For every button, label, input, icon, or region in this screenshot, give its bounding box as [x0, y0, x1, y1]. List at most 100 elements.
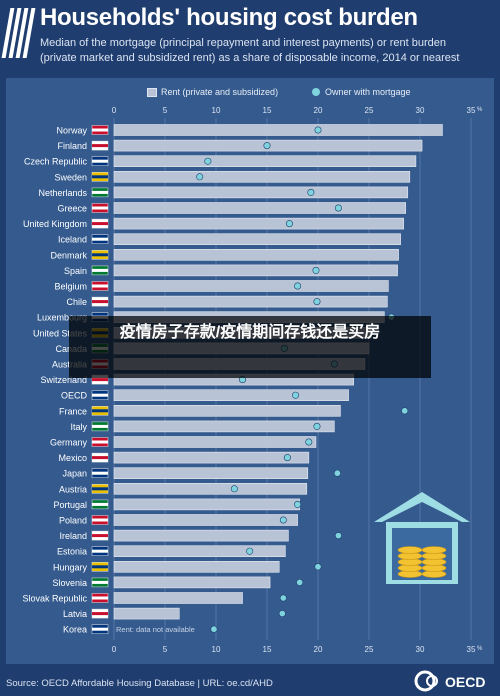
bar-rent [113, 498, 300, 511]
category-label: Korea [63, 625, 87, 635]
category-label: Japan [62, 469, 87, 479]
overlay-text: 疫情房子存款/疫情期间存钱还是买房 [119, 324, 381, 341]
x-tick-label-top: 5 [163, 106, 168, 115]
greece-flag [91, 203, 109, 213]
x-tick-label-bottom: 15 [263, 645, 272, 654]
dot-owner [314, 126, 322, 134]
bar-rent [113, 217, 404, 230]
category-label: Slovak Republic [22, 594, 87, 604]
bar-rent [113, 404, 341, 417]
bar-rent [113, 389, 349, 402]
dot-owner [263, 142, 271, 150]
x-tick-label-bottom: 25 [365, 645, 374, 654]
dot-owner [279, 594, 287, 602]
coin-icon [421, 546, 447, 554]
finland-flag [91, 140, 109, 151]
slovenia-flag [91, 577, 109, 588]
dot-owner [246, 547, 254, 555]
iceland-flag [91, 234, 109, 244]
x-tick-label-bottom: 0 [112, 645, 117, 654]
category-label: Finland [57, 141, 87, 151]
x-tick-label-bottom: 30 [416, 645, 425, 654]
header: Households' housing cost burden Median o… [0, 0, 500, 74]
bar-rent [113, 264, 398, 277]
subtitle-line-2: (private market and subsidized rent) as … [40, 52, 460, 64]
dot-owner [196, 173, 204, 181]
netherlands-flag [91, 187, 109, 198]
category-label: Germany [50, 438, 88, 448]
chart-legend: Rent (private and subsidized) Owner with… [0, 86, 500, 100]
bar-rent [113, 124, 443, 136]
dot-owner [279, 516, 287, 524]
category-label: Portugal [53, 500, 87, 510]
legend-rent-label: Rent (private and subsidized) [161, 87, 279, 97]
france-flag [91, 406, 109, 416]
x-tick-label-bottom: 20 [314, 645, 323, 654]
category-label: United States [33, 328, 88, 338]
x-tick-label-top: 25 [365, 106, 374, 115]
dot-owner [312, 266, 320, 274]
italy-flag [91, 421, 109, 432]
dot-owner [296, 578, 304, 586]
dot-owner [333, 469, 341, 477]
bar-rent [113, 186, 409, 199]
dot-owner [204, 157, 212, 165]
dot-owner [283, 454, 291, 462]
bar-rent [113, 202, 407, 214]
page-title: Households' housing cost burden [40, 4, 418, 31]
dot-owner [313, 422, 321, 430]
bar-rent [113, 545, 286, 558]
japan-flag [91, 468, 109, 478]
legend-rent-swatch [147, 88, 157, 97]
legend-owner-label: Owner with mortgage [325, 87, 411, 97]
chile-flag [91, 296, 109, 307]
category-label: Austria [59, 484, 87, 494]
slovakia-flag [91, 593, 109, 603]
germany-flag [91, 437, 109, 447]
category-label: Chile [66, 297, 87, 307]
dot-owner [334, 204, 342, 212]
category-label: Sweden [54, 172, 87, 182]
category-label: Spain [64, 266, 87, 276]
bar-rent [113, 280, 389, 292]
category-label: Czech Republic [24, 157, 88, 167]
bar-rent [113, 451, 310, 464]
category-label: OECD [61, 391, 88, 401]
category-label: Italy [70, 422, 87, 432]
x-tick-suffix: % [477, 646, 483, 652]
source-text: Source: OECD Affordable Housing Database… [6, 678, 273, 689]
category-label: Poland [59, 516, 87, 526]
dot-owner [313, 298, 321, 306]
bar-rent [113, 233, 401, 245]
bar-rent [113, 592, 243, 604]
bar-rent [113, 436, 317, 448]
dot-owner [278, 610, 286, 618]
no-data-note: Rent: data not available [116, 625, 195, 634]
ireland-flag [91, 530, 109, 541]
dot-owner [294, 282, 302, 290]
bar-rent [113, 529, 289, 542]
dot-owner [210, 625, 218, 633]
category-label: United Kingdom [23, 219, 87, 229]
category-label: Belgium [54, 282, 87, 292]
category-label: Norway [56, 126, 87, 136]
czech-flag [91, 156, 109, 166]
category-label: Mexico [58, 453, 87, 463]
bar-rent [113, 560, 280, 573]
category-label: Greece [57, 204, 87, 214]
dot-owner [285, 220, 293, 228]
x-tick-suffix: % [477, 107, 483, 113]
dot-owner [401, 407, 409, 415]
portugal-flag [91, 499, 109, 510]
legend-owner-swatch [312, 88, 320, 96]
page-subtitle: Median of the mortgage (principal repaym… [40, 36, 495, 66]
dot-owner [307, 188, 315, 196]
x-tick-label-bottom: 35 [467, 645, 476, 654]
category-label: France [59, 406, 87, 416]
x-tick-label-top: 15 [263, 106, 272, 115]
coin-icon [397, 546, 423, 554]
bar-rent [113, 607, 180, 620]
norway-flag [91, 125, 109, 135]
dot-owner [230, 485, 238, 493]
